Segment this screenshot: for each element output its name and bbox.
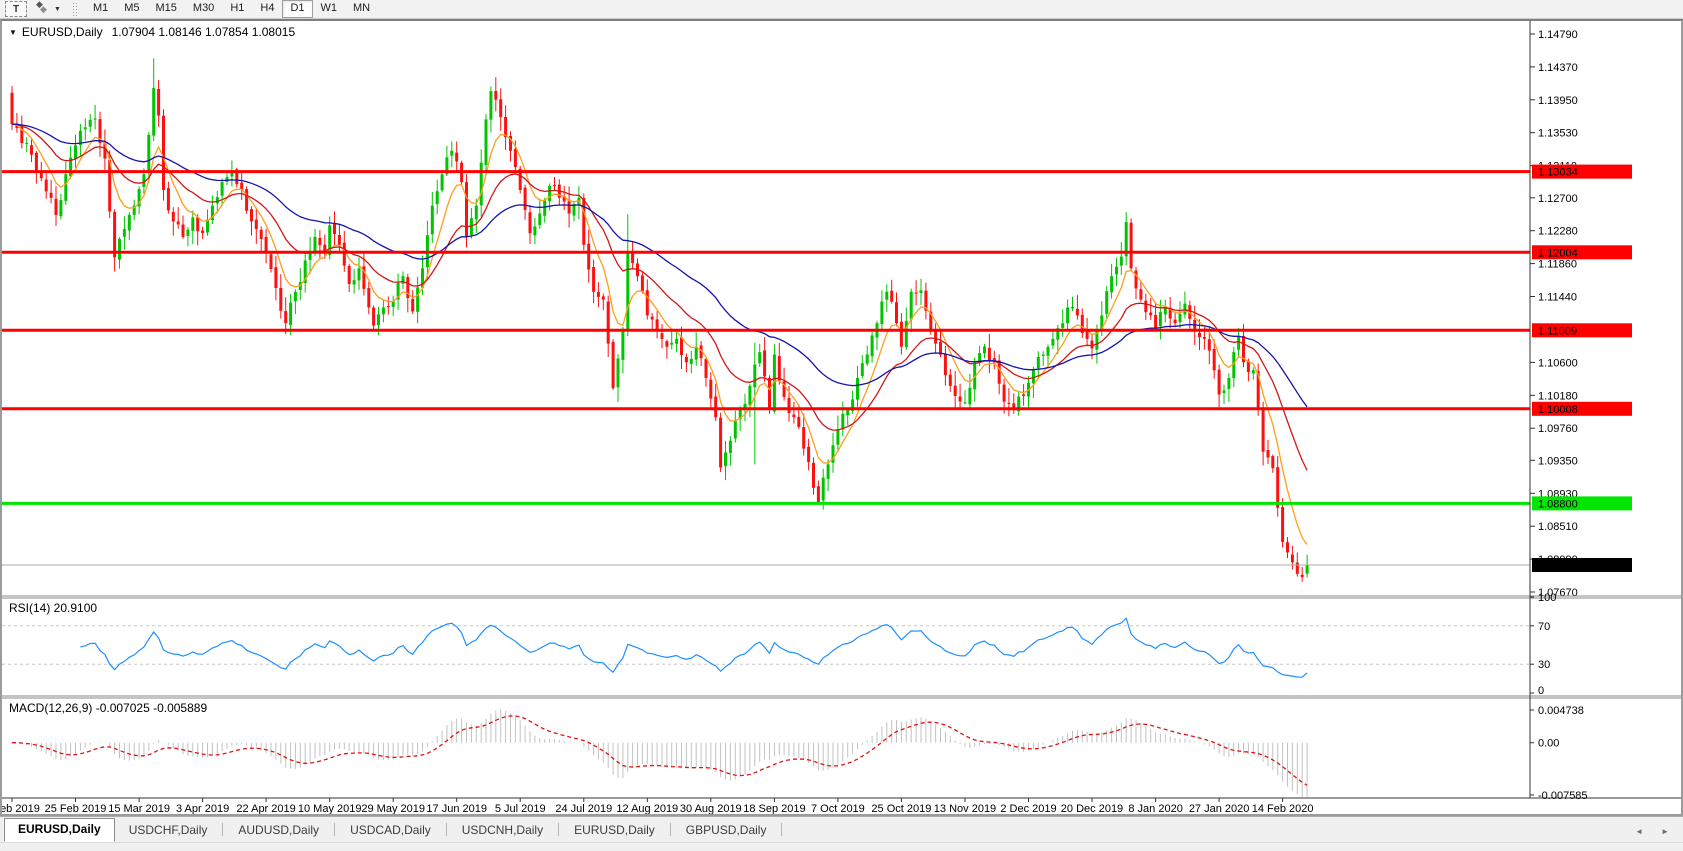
- tab-eurusd2-daily[interactable]: EURUSD,Daily: [574, 823, 655, 837]
- tab-gbpusd-daily[interactable]: GBPUSD,Daily: [685, 823, 767, 837]
- svg-text:6 Feb 2019: 6 Feb 2019: [2, 803, 40, 814]
- svg-text:3 Apr 2019: 3 Apr 2019: [176, 803, 229, 814]
- chevron-down-icon[interactable]: ▼: [54, 5, 61, 13]
- styles-diamond-icon: ◆: [40, 3, 47, 14]
- chart-symbol-label: EURUSD,Daily: [21, 25, 103, 39]
- candlestick-series: [10, 58, 1309, 582]
- tab-separator: [334, 823, 336, 836]
- svg-text:1.09350: 1.09350: [1538, 455, 1578, 467]
- tab-separator: [222, 823, 224, 836]
- timeframe-m1-button[interactable]: M1: [92, 2, 109, 14]
- svg-text:18 Sep 2019: 18 Sep 2019: [743, 803, 805, 814]
- svg-text:12 Aug 2019: 12 Aug 2019: [616, 803, 678, 814]
- macd-indicator-label: MACD(12,26,9) -0.007025 -0.005889: [9, 701, 208, 715]
- svg-text:1.11009: 1.11009: [1538, 325, 1577, 337]
- svg-text:27 Jan 2020: 27 Jan 2020: [1189, 803, 1250, 814]
- svg-text:0.00: 0.00: [1538, 738, 1559, 750]
- svg-text:70: 70: [1538, 621, 1550, 633]
- svg-text:1.12004: 1.12004: [1538, 247, 1578, 259]
- svg-text:1.14370: 1.14370: [1538, 62, 1578, 74]
- svg-text:29 May 2019: 29 May 2019: [361, 803, 425, 814]
- svg-text:25 Oct 2019: 25 Oct 2019: [871, 803, 931, 814]
- svg-text:1.11440: 1.11440: [1538, 292, 1577, 304]
- moving-average-lines: [11, 123, 1308, 545]
- timeframe-m5-button[interactable]: M5: [124, 2, 140, 14]
- tab-scroll-left-icon[interactable]: ◄: [1635, 827, 1644, 836]
- text-tool-icon[interactable]: T: [5, 1, 27, 17]
- svg-text:1.13530: 1.13530: [1538, 128, 1578, 140]
- timeframe-w1-button[interactable]: W1: [320, 2, 338, 14]
- svg-text:-0.007585: -0.007585: [1538, 790, 1588, 802]
- svg-text:1.10180: 1.10180: [1538, 390, 1578, 402]
- top-toolbar: T ◆ ◆ ▼ M1 M5 M15 M30 H1 H4 D1 W1 MN: [0, 0, 1683, 19]
- svg-text:5 Jul 2019: 5 Jul 2019: [495, 803, 546, 814]
- svg-text:13 Nov 2019: 13 Nov 2019: [934, 803, 996, 814]
- tab-scroll-right-icon[interactable]: ►: [1661, 827, 1669, 836]
- timeframe-mn-button[interactable]: MN: [353, 2, 371, 14]
- svg-text:17 Jun 2019: 17 Jun 2019: [426, 803, 487, 814]
- svg-text:1.13950: 1.13950: [1538, 95, 1578, 107]
- svg-text:1.14790: 1.14790: [1538, 29, 1578, 41]
- svg-text:30 Aug 2019: 30 Aug 2019: [680, 803, 742, 814]
- svg-text:20 Dec 2019: 20 Dec 2019: [1061, 803, 1123, 814]
- svg-text:1.08800: 1.08800: [1538, 498, 1578, 510]
- price-level-lines[interactable]: [2, 170, 1530, 505]
- timeframe-d1-button[interactable]: D1: [282, 0, 313, 18]
- styles-diamond-icon: ◆: [36, 0, 43, 9]
- timeframe-m30-button[interactable]: M30: [192, 2, 215, 14]
- tab-separator: [781, 823, 783, 836]
- toolbar-grip: [71, 2, 77, 16]
- rsi-pane: 100 70 30 0: [2, 592, 1556, 697]
- collapse-arrow-icon[interactable]: ▼: [9, 28, 17, 37]
- bottom-strip: [0, 842, 1683, 851]
- tab-audusd-daily[interactable]: AUDUSD,Daily: [238, 823, 320, 837]
- svg-text:24 Jul 2019: 24 Jul 2019: [555, 803, 612, 814]
- svg-text:0: 0: [1538, 685, 1544, 697]
- svg-text:15 Mar 2019: 15 Mar 2019: [108, 803, 170, 814]
- tab-separator: [445, 823, 447, 836]
- svg-text:1.12280: 1.12280: [1538, 226, 1578, 238]
- styles-icon[interactable]: ◆ ◆: [35, 0, 50, 17]
- tab-usdchf-daily[interactable]: USDCHF,Daily: [128, 823, 208, 837]
- timeframe-h1-button[interactable]: H1: [230, 2, 245, 14]
- svg-text:100: 100: [1538, 592, 1556, 604]
- tab-separator: [558, 823, 560, 836]
- svg-text:25 Feb 2019: 25 Feb 2019: [45, 803, 107, 814]
- svg-text:1.11860: 1.11860: [1538, 259, 1577, 271]
- chart-window: 1.147901.143701.139501.135301.131101.127…: [0, 19, 1683, 816]
- chart-ohlc-values: 1.07904 1.08146 1.07854 1.08015: [111, 25, 296, 39]
- tab-usdcnh-daily[interactable]: USDCNH,Daily: [461, 823, 544, 837]
- tab-separator: [669, 823, 671, 836]
- price-chart-svg[interactable]: 1.147901.143701.139501.135301.131101.127…: [0, 21, 1681, 815]
- timeframe-m15-button[interactable]: M15: [155, 2, 177, 14]
- svg-text:7 Oct 2019: 7 Oct 2019: [811, 803, 865, 814]
- svg-text:1.08015: 1.08015: [1538, 560, 1578, 572]
- svg-text:1.10600: 1.10600: [1538, 357, 1578, 369]
- chart-title: ▼ EURUSD,Daily 1.07904 1.08146 1.07854 1.0…: [9, 25, 295, 39]
- svg-text:0.004738: 0.004738: [1538, 705, 1584, 717]
- rsi-indicator-label: RSI(14) 20.9100: [9, 601, 98, 615]
- timeframe-h4-button[interactable]: H4: [260, 2, 275, 14]
- svg-text:1.09760: 1.09760: [1538, 423, 1578, 435]
- chart-canvas[interactable]: 1.147901.143701.139501.135301.131101.127…: [0, 21, 1681, 815]
- svg-text:22 Apr 2019: 22 Apr 2019: [236, 803, 295, 814]
- svg-text:1.10008: 1.10008: [1538, 404, 1578, 416]
- tab-eurusd-daily[interactable]: EURUSD,Daily: [4, 818, 115, 842]
- svg-text:1.13034: 1.13034: [1538, 167, 1578, 179]
- tab-usdcad-daily[interactable]: USDCAD,Daily: [350, 823, 431, 837]
- svg-text:14 Feb 2020: 14 Feb 2020: [1252, 803, 1314, 814]
- svg-text:10 May 2019: 10 May 2019: [298, 803, 362, 814]
- svg-text:8 Jan 2020: 8 Jan 2020: [1128, 803, 1182, 814]
- svg-text:30: 30: [1538, 659, 1550, 671]
- macd-pane: 0.004738 0.00 -0.007585: [12, 705, 1588, 802]
- chart-tab-bar: EURUSD,Daily USDCHF,Daily AUDUSD,Daily U…: [0, 816, 1683, 842]
- svg-text:1.12700: 1.12700: [1538, 193, 1578, 205]
- svg-text:1.08510: 1.08510: [1538, 521, 1578, 533]
- svg-text:2 Dec 2019: 2 Dec 2019: [1000, 803, 1056, 814]
